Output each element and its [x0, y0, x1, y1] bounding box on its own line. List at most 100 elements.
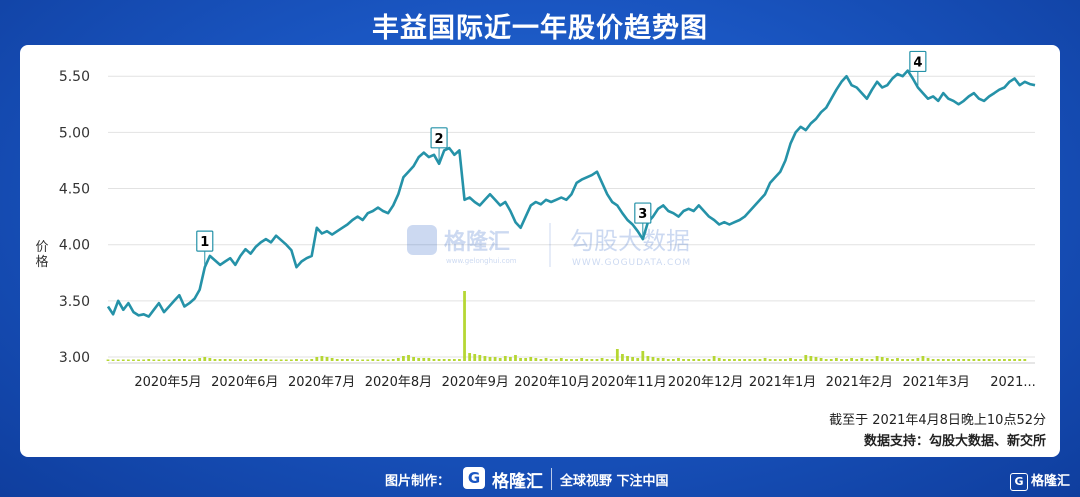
- volume-bar: [738, 359, 741, 361]
- volume-bar: [789, 358, 792, 361]
- volume-bar: [824, 359, 828, 361]
- volume-bar: [773, 359, 777, 361]
- volume-bar: [274, 359, 278, 361]
- corner-logo-text: 格隆汇: [1030, 474, 1070, 489]
- volume-bar: [559, 358, 563, 361]
- volume-bar: [305, 359, 309, 361]
- x-tick-label: 2020年9月: [442, 375, 509, 390]
- volume-bar: [784, 359, 787, 361]
- volume-bar: [493, 357, 497, 361]
- volume-bar: [570, 359, 573, 361]
- annotation-marker: [909, 50, 927, 73]
- volume-bar: [947, 359, 950, 361]
- volume-bar: [992, 359, 996, 361]
- volume-bar: [208, 358, 212, 361]
- volume-bar: [565, 359, 568, 361]
- annotation-marker: [196, 230, 214, 252]
- volume-bar: [621, 354, 624, 361]
- x-tick-label: 2020年8月: [365, 375, 432, 390]
- timestamp-note: 截至于 2021年4月8日晚上10点52分: [829, 413, 1046, 428]
- volume-bar: [356, 359, 359, 361]
- annotation-label: 4: [913, 55, 922, 70]
- volume-bar: [982, 359, 986, 361]
- volume-bar: [549, 359, 553, 361]
- volume-bar: [529, 357, 533, 361]
- volume-bar: [325, 357, 329, 361]
- volume-bar: [829, 359, 833, 361]
- x-tick-label: 2021年3月: [903, 375, 970, 390]
- volume-bar: [1008, 359, 1011, 361]
- volume-bar: [233, 359, 237, 361]
- volume-bar: [758, 359, 762, 361]
- volume-bar: [850, 358, 854, 361]
- volume-bar: [259, 359, 263, 361]
- watermark-logo-icon: [407, 225, 437, 255]
- volume-bar: [106, 359, 110, 361]
- volume-bar: [483, 356, 487, 361]
- volume-bar: [682, 359, 685, 361]
- volume-bar: [447, 359, 451, 361]
- volume-bar: [498, 358, 502, 361]
- chart-card: 3.00 3.50 4.00 4.50 5.00 5.50 2020年5月 2020年6月 2…: [20, 45, 1060, 457]
- volume-bar: [396, 358, 400, 361]
- chart-title: 丰益国际近一年股价趋势图: [372, 13, 708, 44]
- volume-bar: [463, 291, 466, 361]
- volume-bar: [254, 359, 258, 361]
- volume-bar: [508, 357, 512, 361]
- volume-bar: [794, 359, 798, 361]
- volume-bar: [641, 351, 645, 361]
- volume-bar: [666, 359, 670, 361]
- volume-bar: [345, 359, 349, 361]
- volume-bar: [121, 359, 125, 361]
- annotation-label: 1: [200, 235, 209, 250]
- volume-bar: [340, 359, 344, 361]
- volume-bar: [361, 359, 365, 361]
- volume-bar: [605, 359, 609, 361]
- price-chart: 3.003.504.004.505.005.50 2020年5月 2020年6月 2…: [59, 50, 1036, 390]
- volume-bar: [452, 359, 456, 361]
- watermark-logo-text: 格隆汇: [444, 229, 510, 255]
- volume-bar: [743, 359, 747, 361]
- x-tick-label: 2021...: [990, 375, 1035, 390]
- volume-bar: [514, 355, 517, 361]
- volume-bar: [147, 359, 151, 361]
- volume-bar: [351, 359, 354, 361]
- volume-bar: [422, 358, 426, 361]
- x-tick-label: 2020年12月: [668, 375, 744, 390]
- volume-bar: [702, 359, 706, 361]
- volume-bar: [524, 358, 528, 361]
- volume-bar: [412, 357, 415, 361]
- volume-bar: [819, 358, 823, 361]
- gelonghui-logo-text: 格隆汇: [492, 472, 543, 492]
- volume-bar: [957, 359, 960, 361]
- x-tick-label: 2020年10月: [514, 375, 590, 390]
- grid-lines: [108, 75, 1035, 364]
- volume-bar: [284, 359, 288, 361]
- volume-bar: [503, 356, 507, 361]
- volume-bar: [478, 355, 482, 361]
- corner-logo-icon: G: [1009, 472, 1028, 491]
- volume-bar: [269, 359, 273, 361]
- volume-bar: [218, 359, 222, 361]
- watermark-brand: 勾股大数据: [570, 227, 690, 255]
- y-tick-label: 5.00: [59, 125, 90, 141]
- volume-bar: [132, 359, 135, 361]
- volume-bar: [279, 359, 283, 361]
- volume-bar: [595, 359, 599, 361]
- volume-bar: [896, 358, 899, 361]
- volume-bar: [936, 359, 940, 361]
- volume-bar: [126, 359, 130, 361]
- volume-bar: [804, 355, 808, 361]
- volume-bar: [188, 359, 191, 361]
- volume-bar: [1003, 359, 1006, 361]
- volume-bar: [177, 359, 181, 361]
- x-tick-label: 2021年2月: [826, 375, 893, 390]
- volume-bar: [997, 359, 1001, 361]
- volume-bar: [534, 358, 538, 361]
- volume-bar: [442, 359, 446, 361]
- volume-bar: [962, 359, 966, 361]
- y-axis-title: 价格: [35, 240, 49, 270]
- volume-bar: [544, 358, 548, 361]
- volume-bar: [651, 357, 655, 361]
- x-tick-label: 2020年11月: [591, 375, 667, 390]
